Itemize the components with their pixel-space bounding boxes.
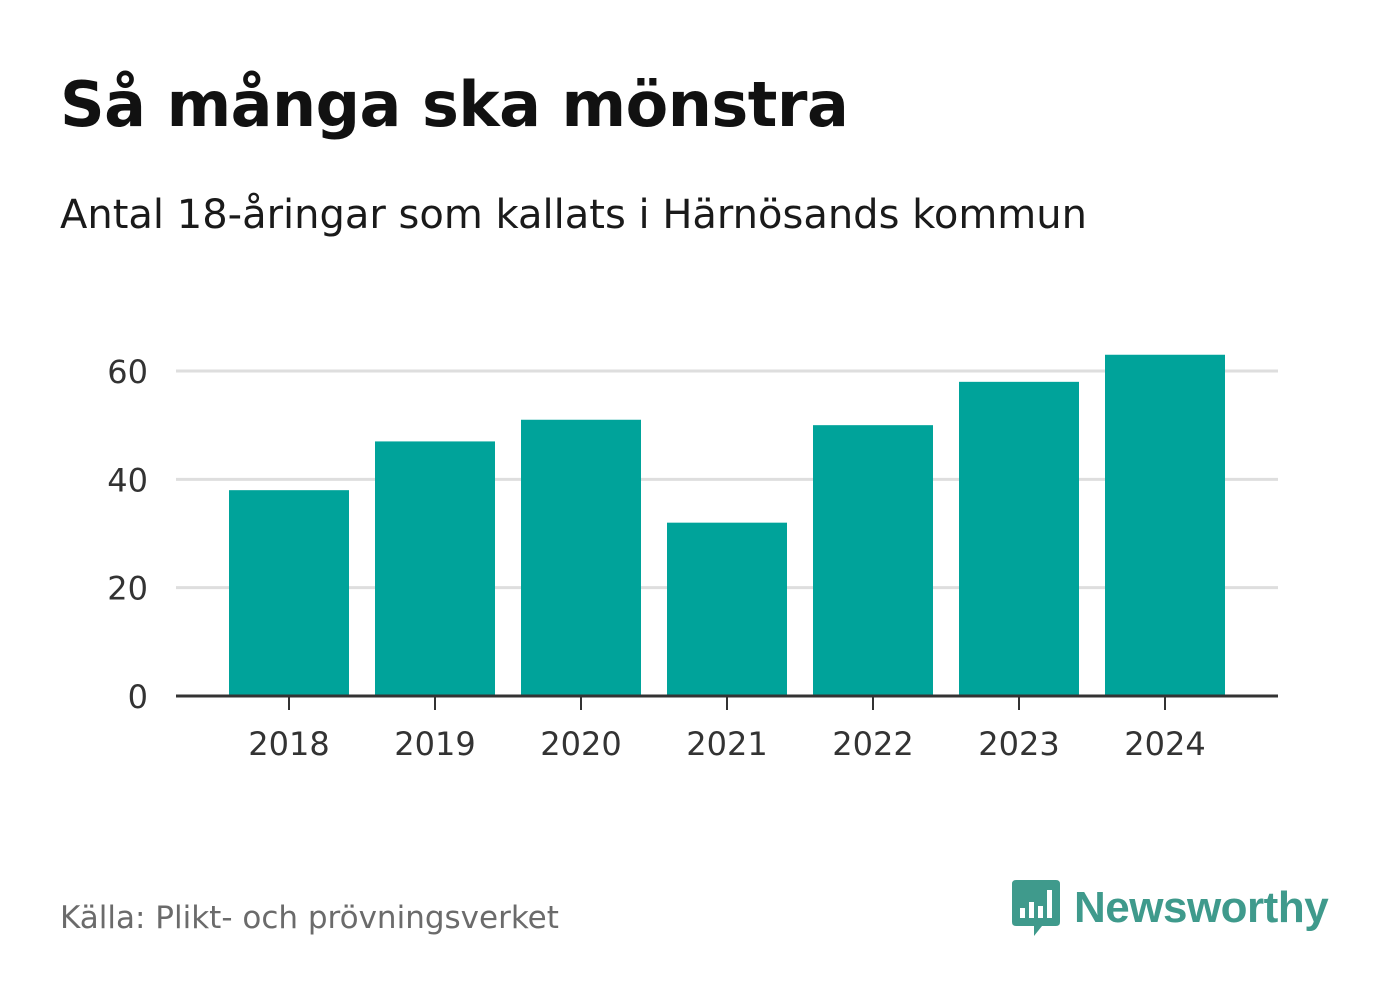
bar-2020: [521, 419, 641, 696]
bar-2018: [229, 490, 349, 696]
bar-2019: [375, 441, 495, 696]
y-tick-label: 60: [107, 353, 148, 391]
bar-chart-speech-bubble-icon: [1012, 880, 1060, 936]
bar-2023: [959, 381, 1079, 696]
x-tick-label: 2019: [394, 725, 475, 763]
y-tick-label: 0: [128, 678, 148, 716]
x-tick-label: 2023: [978, 725, 1059, 763]
brand-logo: Newsworthy: [1010, 878, 1329, 938]
source-note: Källa: Plikt- och prövningsverket: [60, 900, 559, 936]
bar-2021: [667, 522, 787, 696]
x-tick-label: 2020: [540, 725, 621, 763]
x-tick-label: 2018: [248, 725, 329, 763]
x-tick-label: 2022: [832, 725, 913, 763]
chart-subtitle: Antal 18-åringar som kallats i Härnösand…: [60, 192, 1087, 238]
bar-2022: [813, 425, 933, 696]
x-tick-label: 2021: [686, 725, 767, 763]
brand-name: Newsworthy: [1074, 883, 1329, 932]
x-tick-label: 2024: [1124, 725, 1205, 763]
bar-2024: [1105, 354, 1225, 696]
y-tick-label: 40: [107, 461, 148, 499]
chart-title: Så många ska mönstra: [60, 68, 849, 141]
y-tick-label: 20: [107, 570, 148, 608]
